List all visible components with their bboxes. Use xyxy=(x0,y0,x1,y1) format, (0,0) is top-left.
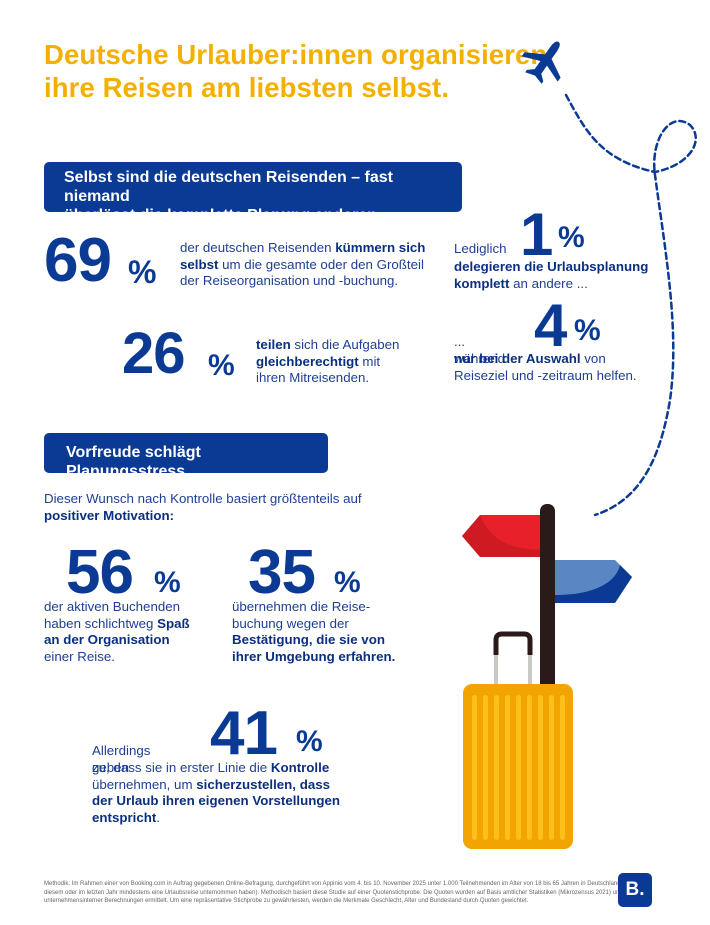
booking-logo: B. xyxy=(618,873,652,907)
stat-description: teilen sich die Aufgaben gleichberechtig… xyxy=(256,337,400,385)
stat-value: 4 xyxy=(534,292,567,359)
banner-line-1: Selbst sind die deutschen Reisenden – fa… xyxy=(64,169,393,205)
banner-line-2: überlässt die komplette Planung anderen. xyxy=(64,207,382,224)
section1-banner: Selbst sind die deutschen Reisenden – fa… xyxy=(44,162,462,224)
title-line-2: ihre Reisen am liebsten selbst. xyxy=(44,72,450,103)
airplane-icon xyxy=(521,41,561,84)
title-line-1: Deutsche Urlauber:innen organisieren xyxy=(44,39,548,70)
page-title: Deutsche Urlauber:innen organisieren ihr… xyxy=(44,38,547,104)
stat-description: der aktiven Buchenden haben schlichtweg … xyxy=(44,599,190,664)
stat-value: 56 xyxy=(66,538,134,607)
methodology-footnote: Methodik: Im Rahmen einer von Booking.co… xyxy=(44,881,639,904)
signpost-suitcase-illustration xyxy=(462,504,632,849)
section2-intro: Dieser Wunsch nach Kontrolle basiert grö… xyxy=(44,491,362,523)
stat-intro: ... während xyxy=(454,334,506,366)
suitcase-illustration xyxy=(463,631,573,849)
stat-description: der deutschen Reisenden kümmern sich sel… xyxy=(180,240,426,288)
percent-sign: % xyxy=(208,349,235,382)
stat-description: nur bei der Auswahl von Reiseziel und -z… xyxy=(454,351,637,383)
signpost-illustration xyxy=(462,504,632,694)
percent-sign: % xyxy=(154,566,181,599)
stat-intro: Lediglich xyxy=(454,241,507,256)
percent-sign: % xyxy=(574,314,601,347)
stat-value: 26 xyxy=(122,321,186,386)
section2-banner: Vorfreude schlägt Planungsstress. xyxy=(44,433,328,480)
percent-sign: % xyxy=(296,725,323,758)
stat-value: 41 xyxy=(210,699,278,768)
percent-sign: % xyxy=(558,221,585,254)
stat-description: delegieren die Urlaubsplanung komplett a… xyxy=(454,259,649,291)
stat-value: 69 xyxy=(44,226,112,295)
percent-sign: % xyxy=(334,566,361,599)
stat-description: zu, dass sie in erster Linie die Kontrol… xyxy=(92,760,341,825)
stat-value: 35 xyxy=(248,538,316,607)
stat-description: übernehmen die Reise- buchung wegen der … xyxy=(232,599,396,664)
stat-intro: Allerdings geben xyxy=(92,743,151,775)
percent-sign: % xyxy=(128,254,157,290)
stat-value: 1 xyxy=(520,201,553,268)
